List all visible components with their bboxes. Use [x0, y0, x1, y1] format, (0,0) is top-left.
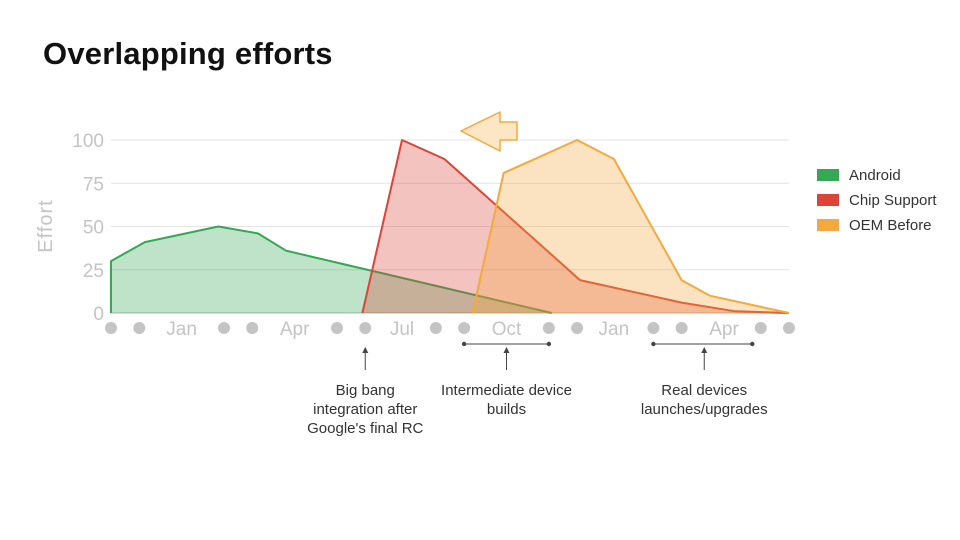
- legend-swatch: [817, 169, 839, 181]
- x-tick-dot: [458, 322, 471, 334]
- y-tick-label: 100: [72, 131, 104, 152]
- x-tick-dot: [571, 322, 584, 334]
- range-end-dot: [651, 341, 656, 347]
- annotation-text: Big bang: [336, 382, 395, 399]
- annotation-3: Real devices launches/upgrades: [641, 341, 768, 418]
- area-layer: [110, 139, 790, 314]
- legend-item-android: Android: [817, 167, 901, 184]
- x-tick-label: Jul: [390, 319, 414, 340]
- annotations: Big bang integration after Google's final …: [307, 341, 768, 437]
- range-end-dot: [546, 341, 552, 347]
- x-tick-dot: [359, 322, 372, 334]
- pointer-arrowhead: [362, 347, 369, 353]
- x-axis: Jan Apr Jul Oct Jan Apr: [105, 319, 795, 340]
- x-tick-dot: [675, 322, 688, 334]
- area-oem-before: [472, 140, 789, 313]
- legend-swatch: [817, 194, 839, 206]
- annotation-2: Intermediate device builds: [441, 341, 572, 418]
- pointer-arrowhead: [503, 347, 510, 353]
- y-tick-label: 50: [83, 218, 104, 239]
- annotation-text: launches/upgrades: [641, 401, 768, 418]
- legend-label: Chip Support: [849, 192, 937, 209]
- x-tick-dot: [429, 322, 442, 334]
- y-axis: 0 25 50 75 100 Effort: [35, 131, 104, 325]
- x-tick-dot: [133, 322, 146, 334]
- annotation-text: Real devices: [661, 382, 747, 399]
- line-oem-before: [471, 139, 790, 314]
- x-tick-label: Jan: [599, 319, 630, 340]
- x-tick-dot: [246, 322, 259, 334]
- legend-label: OEM Before: [849, 217, 932, 234]
- annotation-text: Google's final RC: [307, 420, 423, 437]
- pointer-arrowhead: [701, 347, 708, 353]
- x-tick-dot: [542, 322, 555, 334]
- area-android: [111, 226, 552, 313]
- x-tick-label: Apr: [280, 319, 310, 340]
- x-tick-label: Jan: [166, 319, 197, 340]
- area-chip-support: [362, 140, 789, 313]
- legend: Android Chip Support OEM Before: [817, 167, 937, 234]
- x-tick-label: Oct: [492, 319, 522, 340]
- line-android: [110, 225, 552, 314]
- y-axis-label: Effort: [35, 199, 57, 252]
- slide-title: Overlapping efforts: [43, 36, 333, 71]
- x-tick-dot: [331, 322, 343, 334]
- y-tick-label: 0: [93, 304, 104, 325]
- range-end-dot: [750, 341, 755, 347]
- annotation-1: Big bang integration after Google's final …: [307, 347, 424, 437]
- left-arrow-icon: [460, 111, 518, 152]
- legend-swatch: [817, 219, 839, 231]
- x-tick-dot: [647, 322, 660, 334]
- annotation-text: builds: [487, 401, 526, 418]
- y-tick-label: 75: [83, 174, 104, 195]
- legend-item-oem-before: OEM Before: [817, 217, 932, 234]
- legend-item-chip-support: Chip Support: [817, 192, 937, 209]
- annotation-text: integration after: [313, 401, 417, 418]
- x-tick-dot: [754, 322, 767, 334]
- y-tick-label: 25: [83, 261, 104, 282]
- line-chip-support: [361, 139, 790, 314]
- range-end-dot: [461, 341, 467, 347]
- x-tick-label: Apr: [709, 319, 739, 340]
- x-tick-dot: [218, 322, 230, 334]
- legend-label: Android: [849, 167, 901, 184]
- annotation-text: Intermediate device: [441, 382, 572, 399]
- x-tick-dot: [783, 322, 795, 334]
- x-tick-dot: [105, 322, 117, 334]
